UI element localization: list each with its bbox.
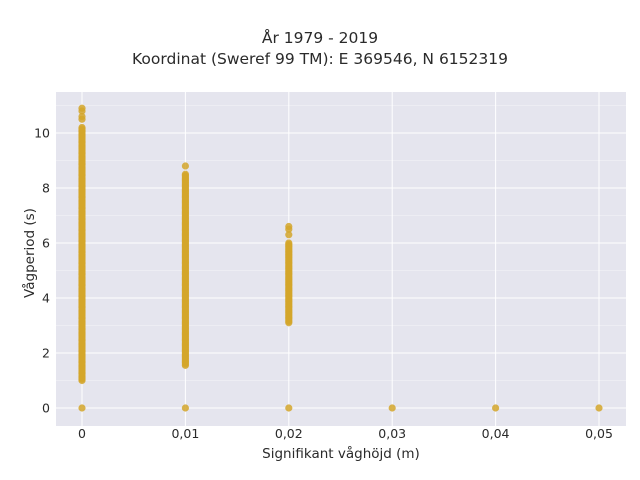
x-axis-label: Signifikant våghöjd (m) <box>262 446 420 462</box>
data-point <box>181 404 189 412</box>
chart-title: År 1979 - 2019 <box>261 29 379 47</box>
y-tick-label: 10 <box>34 126 50 141</box>
x-tick-label: 0,01 <box>171 426 199 441</box>
data-point <box>492 404 500 412</box>
y-tick-label: 0 <box>42 401 50 416</box>
data-point <box>285 404 293 412</box>
data-point <box>285 239 293 247</box>
x-tick-label: 0,03 <box>378 426 406 441</box>
data-point <box>78 104 86 112</box>
data-point <box>285 222 293 231</box>
x-tick-label: 0,02 <box>275 426 303 441</box>
data-point <box>181 162 189 170</box>
grid-lines <box>56 92 626 426</box>
data-point <box>78 112 86 121</box>
y-tick-label: 6 <box>42 236 50 251</box>
x-tick-label: 0,05 <box>585 426 613 441</box>
x-tick-label: 0,04 <box>482 426 510 441</box>
data-point <box>285 231 293 239</box>
data-point <box>78 404 86 412</box>
data-point <box>78 123 86 132</box>
plot-background <box>56 92 626 426</box>
data-points <box>78 104 603 412</box>
tick-labels: 0 0,01 0,02 0,03 0,04 0,05 0 2 4 6 8 10 <box>34 126 613 442</box>
chart-subtitle: Koordinat (Sweref 99 TM): E 369546, N 61… <box>132 50 508 68</box>
y-tick-label: 4 <box>42 291 50 306</box>
x-tick-label: 0 <box>78 426 86 441</box>
data-point <box>388 404 396 412</box>
y-tick-label: 8 <box>42 181 50 196</box>
y-tick-label: 2 <box>42 346 50 361</box>
data-point <box>595 404 603 412</box>
data-point <box>181 170 189 178</box>
y-axis-label: Vågperiod (s) <box>22 208 38 298</box>
